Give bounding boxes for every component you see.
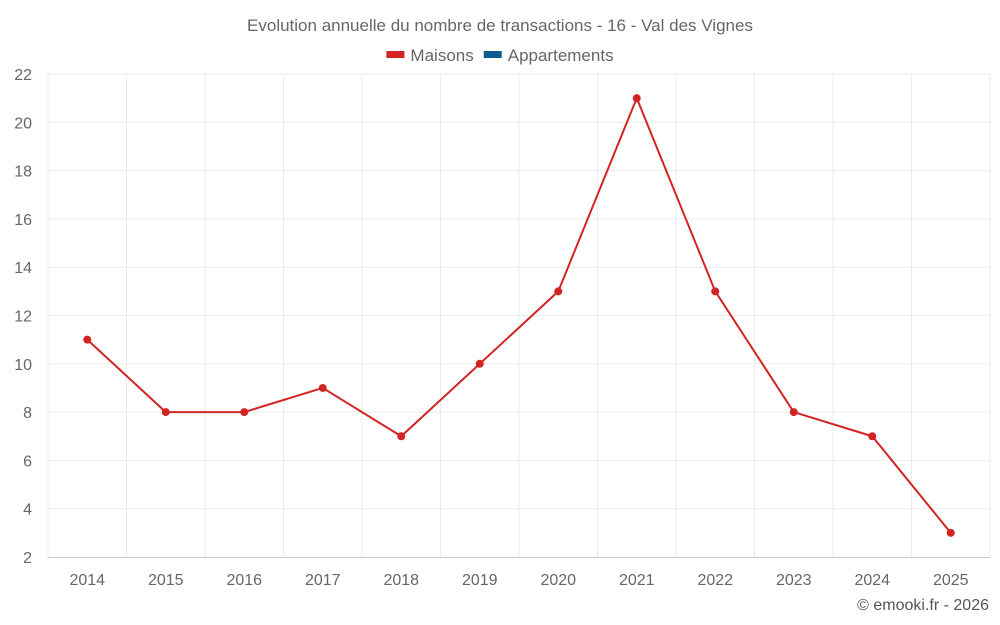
data-point[interactable] [789,408,798,417]
legend: Maisons Appartements [386,46,614,65]
x-tick-label: 2017 [305,572,341,589]
x-gridlines [47,74,991,557]
legend-label: Maisons [410,46,473,65]
data-point[interactable] [554,287,563,296]
series-group [83,94,955,537]
series-line-maisons [86,97,952,534]
x-tick-label: 2020 [540,572,576,589]
x-tick-label: 2014 [69,572,105,589]
legend-item[interactable]: Maisons [386,46,474,65]
data-point[interactable] [240,408,249,417]
data-point[interactable] [711,287,720,296]
y-tick-label: 16 [14,212,32,229]
data-point[interactable] [397,432,406,441]
legend-swatch [386,51,405,58]
x-axis-ticks: 2014 2015 2016 2017 2018 2019 2020 2021 2022 2023… [69,572,968,589]
x-tick-label: 2015 [148,572,184,589]
x-tick-label: 2019 [462,572,498,589]
y-tick-label: 8 [23,405,32,422]
y-tick-label: 10 [14,357,32,374]
data-point[interactable] [475,359,484,368]
y-tick-label: 6 [23,453,32,470]
data-point[interactable] [946,528,955,537]
legend-item[interactable]: Appartements [483,46,614,65]
y-tick-label: 2 [23,550,32,567]
x-tick-label: 2023 [776,572,812,589]
y-tick-label: 14 [14,260,32,277]
legend-label: Appartements [508,46,614,65]
x-tick-label: 2025 [933,572,969,589]
y-tick-label: 22 [14,67,32,84]
y-tick-label: 4 [23,502,32,519]
x-tick-label: 2016 [226,572,262,589]
data-point[interactable] [868,432,877,441]
x-tick-label: 2018 [383,572,419,589]
x-tick-label: 2022 [697,572,733,589]
data-point[interactable] [318,383,327,392]
y-axis-ticks: 2 4 6 8 10 12 14 16 18 20 22 [14,67,32,567]
data-point[interactable] [632,94,641,103]
y-tick-label: 12 [14,309,32,326]
legend-swatch [483,51,502,58]
y-tick-label: 18 [14,164,32,181]
x-tick-label: 2021 [619,572,655,589]
chart-title: Evolution annuelle du nombre de transact… [247,16,753,35]
x-tick-label: 2024 [854,572,890,589]
credit-text: © emooki.fr - 2026 [857,597,989,614]
y-tick-label: 20 [14,115,32,132]
data-point[interactable] [161,408,170,417]
data-point[interactable] [83,335,92,344]
